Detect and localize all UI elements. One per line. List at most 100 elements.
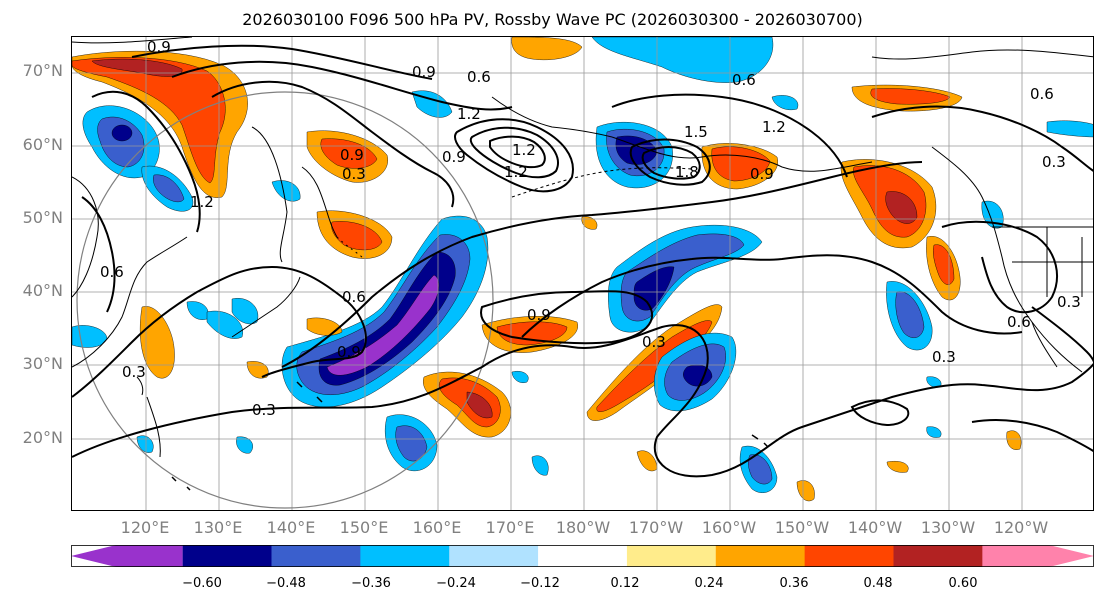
colorbar-outline (71, 545, 1094, 567)
coast-siberia (251, 126, 288, 263)
colorbar-segment (71, 545, 183, 567)
contour-0.9-loop (480, 290, 654, 345)
contour-upper-right (611, 93, 848, 178)
pv-shading (72, 37, 1093, 502)
contour-label: 0.9 (340, 146, 364, 164)
shade-positive-gulf-red (885, 191, 918, 224)
coast-kamchatka (301, 166, 338, 238)
coast-na-west (931, 146, 1083, 373)
lon-label-160e: 160°E (412, 518, 462, 537)
colorbar-tick: −0.12 (520, 576, 560, 591)
contour-bottom-right (971, 419, 1093, 452)
contour-upper-left (211, 80, 455, 208)
contour-0.9-jet (281, 161, 923, 368)
colorbar-tick: −0.36 (351, 576, 391, 591)
shade-positive-nw-core (72, 57, 226, 184)
contour-label: 1.2 (762, 118, 786, 136)
shade-positive-small-5 (581, 216, 598, 230)
colorbar-tick: 0.12 (610, 576, 640, 591)
coast-asia (72, 176, 99, 298)
shade-positive-small-3 (1006, 430, 1022, 450)
lon-label-160w: 160°W (701, 518, 757, 537)
contour-right-0.3 (1031, 306, 1093, 363)
lon-label-130w: 130°W (920, 518, 976, 537)
shade-positive-small-2 (796, 480, 815, 502)
lon-label-150w: 150°W (774, 518, 830, 537)
shade-negative-130e-core (153, 174, 185, 203)
contour-label: 1.8 (675, 163, 699, 181)
contour-left-0.6 (81, 196, 116, 313)
colorbar-segment (271, 545, 361, 567)
shade-positive-28n-140e (246, 361, 269, 379)
contour-label: 1.2 (457, 105, 481, 123)
contour-0.6-east (521, 254, 1023, 338)
colorbar-segment (626, 545, 717, 567)
contour-right-upper (871, 105, 1093, 172)
range-circle (76, 91, 494, 509)
lon-label-120w: 120°W (993, 518, 1049, 537)
coast-taiwan (136, 376, 144, 396)
contour-upper-left-3 (131, 44, 433, 80)
colorbar-segment (360, 545, 450, 567)
shade-positive-30n-150e (306, 317, 343, 336)
colorbar-tick: −0.24 (436, 576, 476, 591)
contour-label: 0.3 (1042, 153, 1066, 171)
contour-small-loop (850, 399, 910, 427)
contour-label: 0.3 (122, 363, 146, 381)
coast-hawaii (751, 434, 769, 448)
coast-islands-2 (171, 476, 191, 491)
contour-label: 1.5 (684, 123, 708, 141)
shade-negative-small-9 (926, 426, 942, 438)
contour-label: 0.6 (467, 68, 491, 86)
contour-label: 0.3 (342, 165, 366, 183)
shade-negative-nw-center (111, 124, 133, 142)
shade-negative-135w-core (895, 291, 925, 338)
lat-label-60n: 60°N (22, 135, 63, 154)
contour-0.3-south (72, 324, 1093, 478)
lon-label-140e: 140°E (266, 518, 316, 537)
contour-1.2-ring (454, 118, 574, 193)
colorbar-tick: 0.24 (694, 576, 724, 591)
contour-left-loop (91, 90, 201, 233)
colorbar-segment (538, 545, 628, 567)
pv-contours (72, 44, 1093, 478)
contour-label: 0.9 (337, 343, 361, 361)
contour-label: 1.2 (512, 141, 536, 159)
colorbar-tick: 0.48 (863, 576, 893, 591)
lon-label-170w: 170°W (628, 518, 684, 537)
shade-positive-small-1 (636, 450, 658, 472)
lon-label-120e: 120°E (120, 518, 170, 537)
shade-negative-nw-core (97, 116, 145, 168)
colorbar-segment (449, 545, 539, 567)
colorbar-segment (804, 545, 894, 567)
contour-label: 0.9 (750, 165, 774, 183)
lat-label-30n: 30°N (22, 354, 63, 373)
coast-kuril (336, 236, 365, 260)
colorbar-segment (182, 545, 272, 567)
shade-negative-small-4 (236, 436, 253, 454)
contour-label: 0.9 (442, 148, 466, 166)
contour-label: 0.6 (1030, 85, 1054, 103)
contour-1.5-ring (469, 126, 559, 179)
map-title: 2026030100 F096 500 hPa PV, Rossby Wave … (242, 10, 863, 29)
coast-korea-china (72, 236, 188, 368)
colorbar-segment (715, 545, 806, 567)
colorbar-tick: 0.60 (948, 576, 978, 591)
shade-negative-small-2 (511, 371, 529, 383)
shade-negative-left-3 (186, 301, 209, 320)
lat-label-50n: 50°N (22, 208, 63, 227)
colorbar-tick: −0.48 (266, 576, 306, 591)
shade-negative-60n-175w-dark (615, 135, 658, 165)
coast-borders-na (992, 226, 1093, 297)
gridlines (72, 37, 1093, 510)
lon-label-140w: 140°W (847, 518, 903, 537)
shade-positive-150e-core (331, 221, 383, 251)
coast-baja (1031, 321, 1058, 368)
shade-positive-160e-red (466, 391, 493, 419)
contour-label: 0.9 (412, 63, 436, 81)
lon-label-170e: 170°E (485, 518, 535, 537)
contour-label: 0.9 (527, 306, 551, 324)
colorbar-segment (893, 545, 983, 567)
coast-aleutian (511, 167, 693, 198)
lon-label-130e: 130°E (193, 518, 243, 537)
